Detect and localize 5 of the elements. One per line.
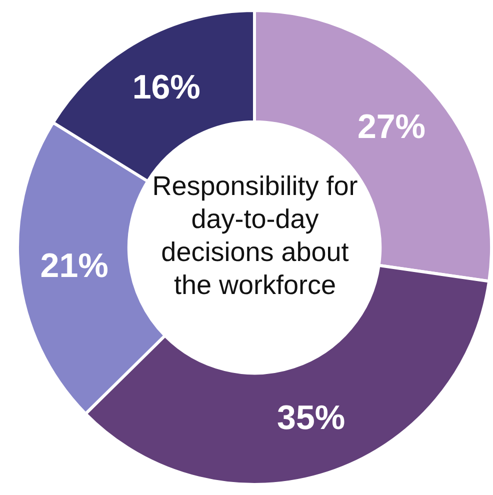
data-label: 27% (357, 108, 426, 146)
data-label: 16% (132, 68, 200, 106)
text: Responsibility for day-to-day decisions about the workforce (151, 170, 359, 302)
data-label: 35% (277, 399, 346, 438)
data-label: 21% (40, 246, 108, 285)
